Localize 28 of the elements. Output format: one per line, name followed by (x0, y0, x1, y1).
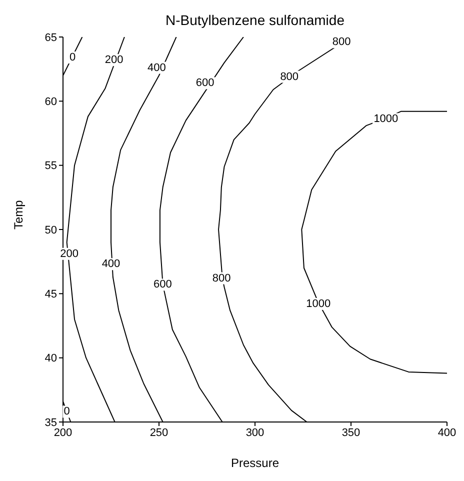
x-axis-title: Pressure (230, 456, 280, 470)
x-tick-label: 200 (54, 426, 72, 439)
y-tick-label: 45 (44, 288, 57, 301)
x-tick-label: 250 (150, 426, 168, 439)
x-tick-label: 400 (438, 426, 456, 439)
annotation: 1000 (306, 298, 331, 310)
chart-title: N-Butylbenzene sulfonamide (164, 12, 346, 28)
annotation: 800 (212, 272, 231, 284)
annotation: 0 (64, 406, 70, 418)
line-series (301, 110, 447, 374)
y-axis-title: Temp (11, 200, 26, 230)
y-tick-label: 55 (44, 160, 57, 172)
annotation: 200 (60, 248, 79, 260)
y-tick-label: 65 (44, 32, 57, 44)
y-tick-label: 60 (44, 96, 57, 108)
x-tick-label: 300 (246, 426, 264, 439)
annotation: 800 (332, 36, 351, 48)
x-tick-label: 350 (342, 426, 360, 439)
y-tick-label: 40 (44, 352, 57, 365)
y-tick-label: 35 (44, 416, 57, 429)
annotation: 400 (102, 258, 120, 270)
annotation: 800 (280, 70, 299, 83)
annotation: 400 (148, 62, 166, 74)
annotation: 600 (153, 278, 172, 291)
annotation: 600 (196, 77, 214, 90)
annotation: 0 (70, 52, 76, 64)
annotation: 200 (104, 54, 124, 66)
y-tick-label: 50 (44, 224, 57, 236)
